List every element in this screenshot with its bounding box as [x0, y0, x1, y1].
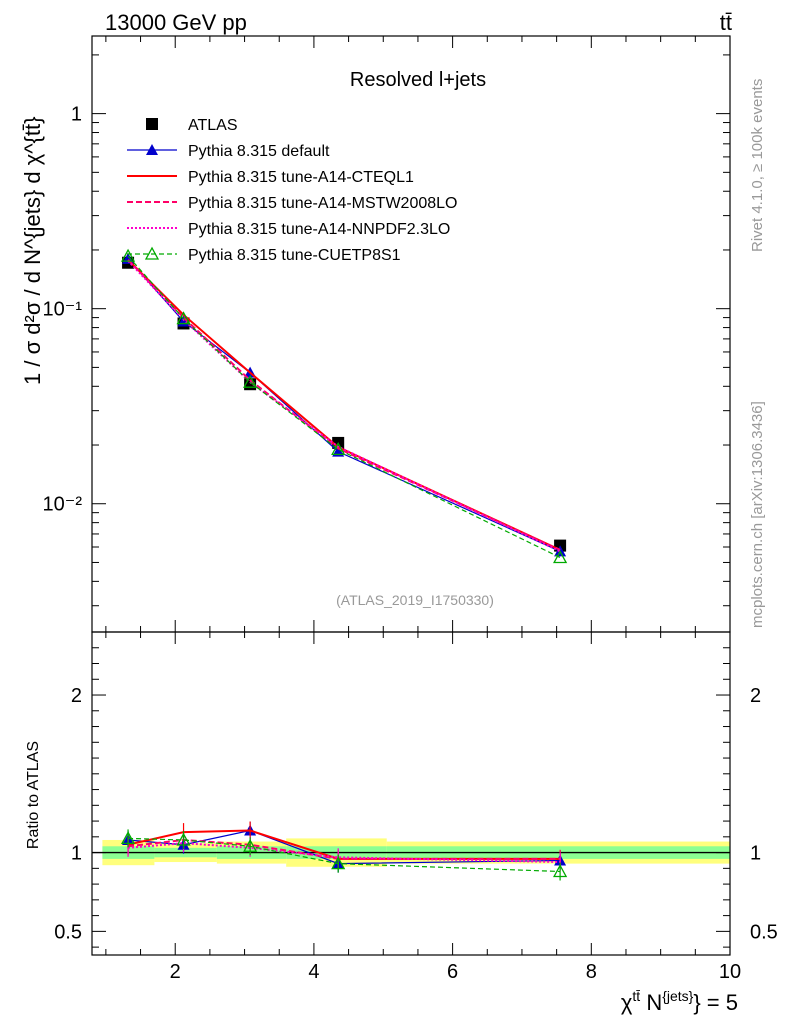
- ratio-y-tick-label: 1: [71, 843, 82, 865]
- x-tick-label: 6: [447, 961, 458, 983]
- ratio-axis-ticks: [92, 631, 731, 955]
- ratio-plot-data: [120, 821, 568, 881]
- main-series-line: [127, 255, 561, 559]
- ratio-plot-panel: 0.5 0.5 1 1 2 2 2 4 6 8 10 Ratio to ATLAS χtt̄ N{…: [25, 631, 778, 1015]
- legend: ATLAS Pythia 8.315 default Pythia 8.315 tu…: [127, 117, 457, 264]
- x-tick-labels: 2 4 6 8 10: [170, 961, 741, 983]
- main-series-line: [127, 259, 561, 551]
- ratio-y-tick-labels: 0.5 0.5 1 1 2 2: [54, 685, 778, 943]
- ratio-plot-frame: [91, 631, 731, 956]
- x-tick-label: 8: [586, 961, 597, 983]
- x-axis-label: χtt̄ N{jets}} = 5: [621, 988, 738, 1015]
- y-tick-label-0p01: 10⁻²: [43, 494, 83, 516]
- legend-label: Pythia 8.315 default: [188, 143, 330, 160]
- ratio-y-axis-label: Ratio to ATLAS: [25, 741, 42, 849]
- x-axis-label-tail: } = 5: [693, 990, 738, 1015]
- process-label: tt̄: [720, 10, 732, 35]
- legend-label: Pythia 8.315 tune-A14-MSTW2008LO: [188, 195, 457, 212]
- ratio-data-point: [331, 856, 346, 870]
- main-plot-data: [120, 248, 568, 564]
- main-data-point: [331, 442, 346, 456]
- ratio-y-tick-label-right: 0.5: [750, 921, 778, 943]
- legend-marker: [146, 144, 158, 155]
- ratio-y-tick-label-right: 2: [750, 685, 761, 707]
- ratio-data-point: [120, 831, 136, 845]
- plot-title: Resolved l+jets: [350, 69, 486, 91]
- x-axis-label-n: N: [640, 990, 662, 1015]
- x-axis-label-tt: tt̄: [632, 988, 640, 1004]
- main-data-point: [553, 550, 568, 564]
- beam-energy-label: 13000 GeV pp: [105, 10, 247, 35]
- legend-label: Pythia 8.315 tune-CUETP8S1: [188, 247, 401, 264]
- analysis-label: (ATLAS_2019_I1750330): [336, 592, 494, 608]
- mcplots-label: mcplots.cern.ch [arXiv:1306.3436]: [749, 401, 766, 628]
- x-tick-label: 4: [308, 961, 319, 983]
- legend-marker: [144, 246, 160, 260]
- ratio-y-tick-label-right: 1: [750, 843, 761, 865]
- rivet-version-label: Rivet 4.1.0, ≥ 100k events: [749, 79, 766, 252]
- legend-label: ATLAS: [188, 117, 238, 134]
- legend-marker: [146, 118, 158, 130]
- ratio-data-point: [243, 838, 258, 852]
- x-tick-label: 2: [170, 961, 181, 983]
- main-data-point: [176, 311, 191, 325]
- ratio-data-point: [553, 864, 568, 878]
- main-y-axis-label: 1 / σ d²σ / d N^{jets} d χ^{tt̄}: [20, 117, 45, 385]
- main-series-line: [127, 258, 561, 552]
- ratio-data-point: [176, 832, 191, 846]
- x-axis-label-chi: χ: [621, 990, 633, 1015]
- y-tick-label-0p1: 10⁻¹: [43, 299, 83, 321]
- ratio-y-tick-label: 2: [71, 685, 82, 707]
- main-series-line: [127, 259, 561, 551]
- main-plot-panel: Resolved l+jets (ATLAS_2019_I1750330) 1 …: [20, 35, 731, 633]
- y-tick-label-1: 1: [71, 104, 82, 126]
- legend-label: Pythia 8.315 tune-A14-NNPDF2.3LO: [188, 221, 450, 238]
- x-tick-label: 10: [719, 961, 741, 983]
- legend-label: Pythia 8.315 tune-A14-CTEQL1: [188, 169, 414, 186]
- main-data-point: [120, 248, 136, 262]
- ratio-y-tick-label: 0.5: [54, 921, 82, 943]
- x-axis-label-jets: {jets}: [662, 988, 693, 1004]
- main-series-line: [127, 260, 561, 553]
- ratio-series-line: [127, 842, 561, 864]
- main-data-point: [243, 374, 258, 388]
